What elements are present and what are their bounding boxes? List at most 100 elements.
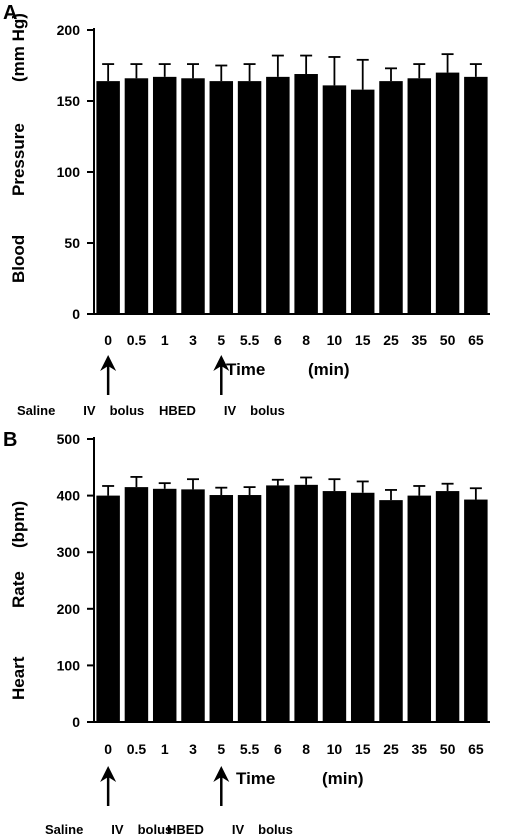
y-axis-label-word: (mm Hg) bbox=[9, 13, 28, 82]
x-tick-label: 6 bbox=[274, 332, 282, 348]
x-tick-label: 0 bbox=[104, 741, 112, 757]
x-tick-label: 25 bbox=[383, 741, 399, 757]
bar bbox=[237, 495, 262, 722]
x-tick-label: 10 bbox=[327, 741, 343, 757]
panel-b-x-axis-label: Time (min) bbox=[236, 769, 364, 788]
annotation-arrow-head bbox=[100, 766, 117, 782]
y-axis-label-word: Blood bbox=[9, 235, 28, 283]
x-axis-label-word: Time bbox=[226, 360, 265, 379]
bar bbox=[379, 81, 403, 315]
x-tick-label: 15 bbox=[355, 332, 371, 348]
y-tick-label: 200 bbox=[57, 22, 81, 38]
annotation-word: IV bbox=[83, 403, 96, 418]
y-tick-label: 100 bbox=[57, 164, 81, 180]
annotation-word: IV bbox=[232, 822, 245, 837]
panel-a-x-ticks: 0 0.5 1 3 5 5.5 6 8 10 15 25 35 50 65 bbox=[104, 332, 484, 348]
bar bbox=[124, 78, 149, 314]
y-tick-label: 200 bbox=[57, 601, 81, 617]
x-tick-label: 35 bbox=[411, 332, 427, 348]
y-tick-label: 150 bbox=[57, 93, 81, 109]
bar bbox=[435, 72, 460, 314]
x-tick-label: 50 bbox=[440, 332, 456, 348]
annotation-arrow-head bbox=[100, 355, 117, 371]
x-tick-label: 65 bbox=[468, 741, 484, 757]
bar bbox=[407, 495, 432, 722]
bar bbox=[464, 499, 488, 722]
y-axis-label-word: (bpm) bbox=[9, 501, 28, 548]
bar bbox=[435, 491, 460, 722]
panel-a-annotations: Saline IV bolus HBED IV bolus bbox=[17, 355, 285, 418]
panel-b-axes bbox=[93, 437, 490, 723]
x-tick-label: 5 bbox=[217, 332, 225, 348]
annotation-word: bolus bbox=[138, 822, 173, 837]
bar bbox=[322, 85, 347, 314]
y-tick-label: 0 bbox=[72, 714, 80, 730]
panel-b-y-ticks: 0 100 200 300 400 500 bbox=[57, 431, 94, 730]
bar bbox=[294, 484, 318, 722]
y-tick-label: 300 bbox=[57, 544, 81, 560]
x-tick-label: 0 bbox=[104, 332, 112, 348]
panel-a-bars bbox=[96, 53, 488, 315]
bar bbox=[266, 76, 290, 314]
annotation-word: IV bbox=[224, 403, 237, 418]
panel-a-letter: A bbox=[3, 2, 17, 24]
panel-a-y-axis-label: Blood Pressure (mm Hg) bbox=[9, 13, 28, 283]
y-axis-label-word: Heart bbox=[9, 656, 28, 700]
x-axis-label-word: (min) bbox=[322, 769, 364, 788]
y-tick-label: 100 bbox=[57, 657, 81, 673]
x-tick-label: 50 bbox=[440, 741, 456, 757]
x-tick-label: 3 bbox=[189, 741, 197, 757]
x-tick-label: 10 bbox=[327, 332, 343, 348]
annotation-word: bolus bbox=[250, 403, 285, 418]
x-tick-label: 15 bbox=[355, 741, 371, 757]
annotation-arrow-head bbox=[213, 766, 230, 782]
bar bbox=[181, 78, 205, 314]
x-tick-label: 6 bbox=[274, 741, 282, 757]
y-tick-label: 0 bbox=[72, 306, 80, 322]
bar bbox=[379, 500, 403, 722]
bar bbox=[209, 495, 234, 722]
bar bbox=[152, 488, 177, 722]
bar bbox=[237, 81, 262, 315]
bar bbox=[464, 76, 488, 314]
panel-b: B Heart Rate (bpm) 0 100 200 300 400 500 0 0.5 1 3… bbox=[3, 429, 490, 837]
bar bbox=[350, 492, 375, 722]
bar bbox=[322, 491, 347, 722]
bar bbox=[124, 487, 149, 722]
bar bbox=[96, 81, 120, 315]
x-tick-label: 8 bbox=[302, 332, 310, 348]
panel-b-bars bbox=[96, 476, 488, 722]
annotation-word: bolus bbox=[258, 822, 293, 837]
x-axis-label-word: (min) bbox=[308, 360, 350, 379]
x-tick-label: 25 bbox=[383, 332, 399, 348]
bar bbox=[350, 89, 375, 314]
bar bbox=[294, 74, 318, 315]
x-tick-label: 35 bbox=[411, 741, 427, 757]
annotation-word: bolus bbox=[110, 403, 145, 418]
bar bbox=[152, 76, 177, 314]
y-tick-label: 500 bbox=[57, 431, 81, 447]
annotation-word: Saline bbox=[45, 822, 83, 837]
annotation-arrow-head bbox=[213, 355, 230, 371]
panel-b-letter: B bbox=[3, 429, 17, 451]
x-tick-label: 1 bbox=[161, 332, 169, 348]
bar bbox=[266, 485, 290, 722]
panel-a-x-axis-label: Time (min) bbox=[226, 360, 350, 379]
annotation-word: HBED bbox=[159, 403, 196, 418]
y-tick-label: 400 bbox=[57, 488, 81, 504]
panel-b-y-axis-label: Heart Rate (bpm) bbox=[9, 501, 28, 700]
panel-a-y-ticks: 0 50 100 150 200 bbox=[57, 22, 94, 322]
annotation-word: Saline bbox=[17, 403, 55, 418]
bar bbox=[209, 81, 234, 315]
x-tick-label: 65 bbox=[468, 332, 484, 348]
x-tick-label: 8 bbox=[302, 741, 310, 757]
bar bbox=[407, 78, 432, 314]
panel-a-axes bbox=[93, 28, 490, 315]
panel-b-x-ticks: 0 0.5 1 3 5 5.5 6 8 10 15 25 35 50 65 bbox=[104, 741, 484, 757]
x-tick-label: 1 bbox=[161, 741, 169, 757]
x-tick-label: 0.5 bbox=[127, 332, 147, 348]
x-tick-label: 5.5 bbox=[240, 741, 260, 757]
